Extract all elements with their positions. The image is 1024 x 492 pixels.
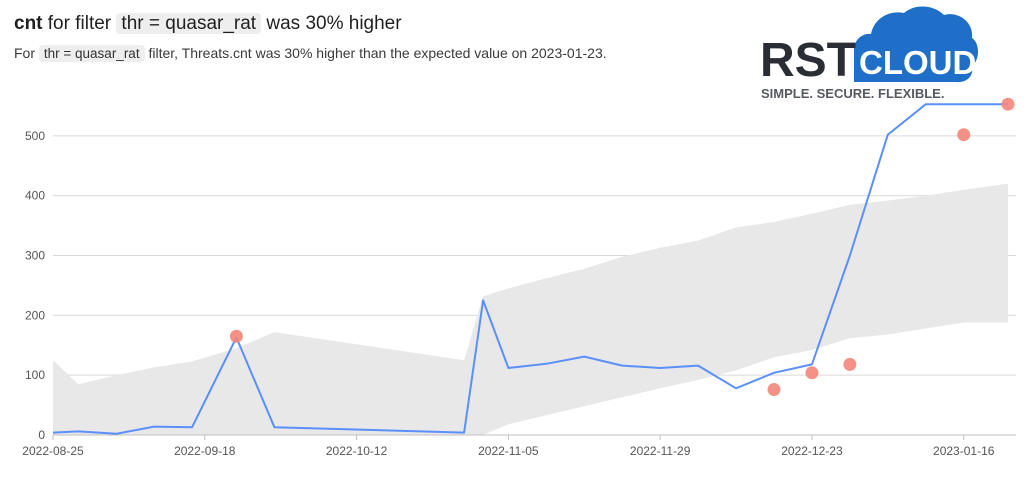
x-tick-label-2022-11-29: 2022-11-29 (630, 444, 691, 458)
series-line (52, 103, 1008, 435)
subtitle-prefix: For (14, 45, 35, 61)
x-tick-label-2022-09-18: 2022-09-18 (174, 444, 236, 458)
anomaly-point-2022-12-23[interactable] (805, 366, 819, 380)
y-tick-label-400: 400 (25, 189, 45, 203)
anomaly-point-2022-09-23[interactable] (229, 329, 243, 343)
expected-range-band (53, 183, 1008, 435)
x-tick-label-2022-08-25: 2022-08-25 (22, 444, 84, 458)
title-metric: cnt (14, 13, 43, 34)
x-tick-label-2022-12-23: 2022-12-23 (781, 444, 843, 458)
chart-title: cnt for filter thr = quasar_rat was 30% … (14, 10, 607, 38)
y-tick-label-0: 0 (38, 428, 45, 442)
y-tick-label-200: 200 (25, 308, 45, 322)
x-tick-label-2023-01-16: 2023-01-16 (933, 444, 995, 458)
title-suffix: was 30% higher (266, 13, 402, 34)
y-tick-label-300: 300 (25, 249, 45, 263)
x-tick-label-2022-11-05: 2022-11-05 (478, 444, 539, 458)
chart-subtitle: For thr = quasar_rat filter, Threats.cnt… (14, 42, 607, 65)
y-tick-label-500: 500 (25, 129, 45, 143)
rst-cloud-logo: RST CLOUD SIMPLE. SECURE. FLEXIBLE. (758, 2, 990, 102)
logo-word-cloud: CLOUD (859, 44, 976, 81)
anomaly-points (229, 97, 1015, 397)
subtitle-suffix: filter, Threats.cnt was 30% higher than … (148, 45, 607, 61)
title-prefix: for filter (47, 13, 112, 34)
y-tick-label-100: 100 (25, 368, 45, 382)
chart-header: cnt for filter thr = quasar_rat was 30% … (14, 10, 607, 65)
logo-word-left: RST (760, 34, 856, 87)
x-tick-label-2022-10-12: 2022-10-12 (326, 444, 388, 458)
title-filter-pill: thr = quasar_rat (116, 13, 262, 34)
subtitle-filter-pill: thr = quasar_rat (38, 45, 145, 62)
anomaly-point-2022-12-17[interactable] (767, 383, 781, 397)
anomaly-point-2023-01-16[interactable] (957, 128, 971, 142)
y-tick-labels: 0 100 200 300 400 500 (25, 129, 45, 442)
x-tick-labels: 2022-08-25 2022-09-18 2022-10-12 2022-11-05… (22, 435, 995, 458)
logo-tagline: SIMPLE. SECURE. FLEXIBLE. (761, 86, 944, 101)
anomaly-point-2023-01-23[interactable] (1001, 97, 1015, 111)
cloud-icon (854, 6, 978, 83)
anomaly-point-2022-12-29[interactable] (843, 357, 857, 371)
